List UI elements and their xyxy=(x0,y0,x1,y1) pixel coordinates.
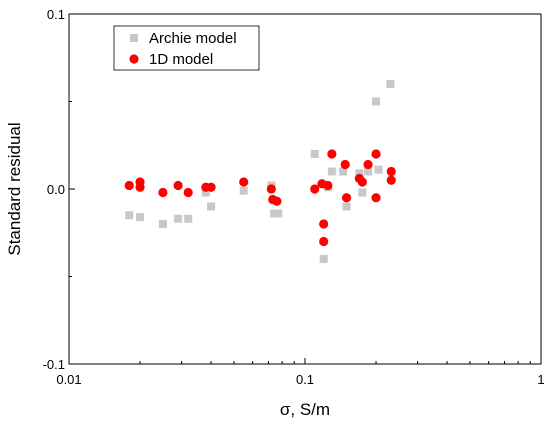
archie-point xyxy=(239,186,248,195)
model-1d-point xyxy=(341,193,352,203)
model-1d-point xyxy=(310,184,320,194)
y-tick-label: 0.0 xyxy=(47,182,65,197)
model-1d-point xyxy=(272,196,282,206)
archie-point xyxy=(372,97,381,106)
model-1d-point xyxy=(323,180,333,191)
model-1d-point xyxy=(386,175,396,185)
legend-label: 1D model xyxy=(149,51,213,68)
model-1d-point xyxy=(135,182,145,192)
model-1d-point xyxy=(173,180,183,191)
archie-point xyxy=(174,214,183,223)
archie-point xyxy=(207,202,216,211)
legend-square-marker xyxy=(130,34,138,42)
model-1d-point xyxy=(357,177,367,187)
archie-point xyxy=(342,202,351,211)
archie-point xyxy=(319,255,328,263)
model-1d-point xyxy=(371,149,381,159)
archie-point xyxy=(386,80,395,88)
x-tick-label: 0.01 xyxy=(56,372,81,387)
archie-point xyxy=(158,220,167,228)
legend: Archie model 1D model xyxy=(113,25,260,71)
archie-point xyxy=(136,213,145,221)
archie-point xyxy=(327,167,336,176)
model-1d-point xyxy=(319,236,329,247)
archie-point xyxy=(274,209,283,218)
model-1d-point xyxy=(371,193,381,203)
archie-point xyxy=(355,169,364,178)
model-1d-point xyxy=(183,187,193,198)
series-1 xyxy=(125,80,395,263)
model-1d-point xyxy=(319,219,329,229)
x-tick-label: 1 xyxy=(537,372,544,387)
plot-frame xyxy=(68,13,542,365)
data-points xyxy=(124,80,396,263)
archie-point xyxy=(364,167,373,176)
model-1d-point xyxy=(327,149,337,159)
model-1d-point xyxy=(239,177,249,187)
model-1d-point xyxy=(206,182,216,192)
x-axis-ticks: 0.01 0.1 1 xyxy=(56,358,545,387)
model-1d-point xyxy=(124,180,134,191)
y-tick-label: -0.1 xyxy=(43,357,65,372)
x-axis-title: σ, S/m xyxy=(280,400,330,419)
y-axis-ticks: 0.1 0.0 -0.1 xyxy=(43,7,75,372)
archie-point xyxy=(125,211,134,220)
archie-point xyxy=(374,165,383,174)
legend-label: Archie model xyxy=(149,30,237,47)
archie-point xyxy=(339,167,348,176)
model-1d-point xyxy=(363,159,373,170)
legend-box xyxy=(113,25,260,71)
series-2 xyxy=(124,149,396,247)
archie-point xyxy=(310,150,319,158)
y-axis-title: Standard residual xyxy=(5,122,24,255)
archie-point xyxy=(184,214,193,223)
archie-point xyxy=(358,188,367,197)
model-1d-point xyxy=(340,159,350,170)
x-tick-label: 0.1 xyxy=(296,372,314,387)
model-1d-point xyxy=(266,184,276,194)
model-1d-point xyxy=(158,187,168,198)
y-tick-label: 0.1 xyxy=(47,7,65,22)
legend-circle-marker xyxy=(129,54,139,64)
archie-point xyxy=(201,188,210,197)
archie-point xyxy=(270,209,279,218)
model-1d-point xyxy=(386,166,396,177)
